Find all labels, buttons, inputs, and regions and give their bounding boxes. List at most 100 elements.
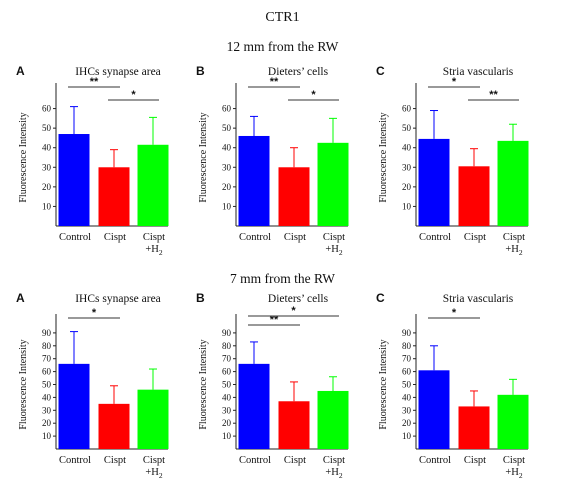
chart-r0-a-significance-label-1: *: [131, 89, 136, 101]
chart-r1-b-y-tick-label: 90: [222, 328, 232, 338]
chart-r1-a-panel-letter: A: [16, 291, 25, 305]
chart-r0-a-y-tick-label: 50: [42, 123, 52, 133]
chart-r0-a-y-tick-label: 40: [42, 143, 52, 153]
chart-r1-a-y-tick-label: 90: [42, 328, 52, 338]
chart-r1-c-y-tick-label: 80: [402, 341, 412, 351]
chart-r1-b-significance-label-0: **: [270, 314, 279, 326]
chart-r1-a-y-tick-label: 30: [42, 405, 52, 415]
chart-r1-a-x-tick-label-2: Cispt +H2: [143, 455, 165, 480]
chart-r1-c-y-tick-label: 10: [402, 431, 412, 441]
chart-r0-b-y-tick-label: 50: [222, 123, 232, 133]
chart-r0-b-x-tick-label-2: Cispt +H2: [323, 232, 345, 257]
chart-r1-c-y-tick-label: 60: [402, 367, 412, 377]
chart-r1-c-title: Stria vascularis: [443, 293, 514, 305]
chart-r0-c-significance-label-1: **: [489, 89, 498, 101]
chart-r1-a-y-tick-label: 60: [42, 367, 52, 377]
chart-r1-c-bar-0: [418, 370, 450, 449]
chart-r0-b-y-axis-label: Fluorescence Intensity: [198, 112, 209, 202]
chart-r0-b-bar-2: [317, 142, 349, 226]
chart-r0-c-title: Stria vascularis: [443, 66, 514, 78]
chart-r0-c-panel-letter: C: [376, 64, 385, 78]
chart-r1-b-y-tick-label: 80: [222, 341, 232, 351]
chart-r1-c-y-tick-label: 40: [402, 392, 412, 402]
chart-r1-a-y-tick-label: 20: [42, 418, 52, 428]
chart-r1-b-x-tick-label-1: Cispt: [284, 455, 306, 466]
chart-r1-c-x-tick-label-2: Cispt +H2: [503, 455, 525, 480]
chart-r0-a-y-tick-label: 30: [42, 162, 52, 172]
chart-r0-b-title: Dieters’ cells: [268, 66, 329, 78]
chart-r0-b-bar-1: [278, 167, 310, 226]
chart-r0-a-y-tick-label: 10: [42, 201, 52, 211]
chart-r0-a-x-tick-label-0: Control: [59, 232, 91, 243]
row-title-bottom: 7 mm from the RW: [230, 271, 335, 286]
chart-r0-a-y-axis-label: Fluorescence Intensity: [18, 112, 29, 202]
chart-r0-c-y-axis-label: Fluorescence Intensity: [378, 112, 389, 202]
chart-r1-c-y-tick-label: 30: [402, 405, 412, 415]
chart-r1-b-panel-letter: B: [196, 291, 205, 305]
row-title-top: 12 mm from the RW: [226, 39, 339, 54]
chart-r1-c-bar-1: [458, 406, 490, 449]
chart-r0-c-y-tick-label: 40: [402, 143, 412, 153]
chart-r1-a-x-tick-label-0: Control: [59, 455, 91, 466]
chart-r0-b-x-tick-label-1: Cispt: [284, 232, 306, 243]
chart-r1-b-x-tick-label-2: Cispt +H2: [323, 455, 345, 480]
chart-r0-c-y-tick-label: 60: [402, 104, 412, 114]
chart-r1-b-x-tick-label-0: Control: [239, 455, 271, 466]
chart-r0-a-significance-label-0: **: [90, 76, 99, 88]
chart-r0-a-x-tick-label-1: Cispt: [104, 232, 126, 243]
chart-r0-b-panel-letter: B: [196, 64, 205, 78]
chart-r1-b-y-tick-label: 20: [222, 418, 232, 428]
chart-r1-a-bar-1: [98, 403, 130, 449]
chart-r1-b-significance-label-1: *: [291, 305, 296, 317]
chart-r0-b-y-tick-label: 60: [222, 104, 232, 114]
chart-r1-a-title: IHCs synapse area: [75, 293, 161, 305]
chart-r0-a-bar-2: [137, 144, 169, 226]
chart-r1-c-y-tick-label: 50: [402, 380, 412, 390]
chart-r0-b-y-tick-label: 40: [222, 143, 232, 153]
chart-r1-a-x-tick-label-1: Cispt: [104, 455, 126, 466]
chart-r0-c-bar-0: [418, 138, 450, 226]
chart-r1-c-x-tick-label-1: Cispt: [464, 455, 486, 466]
chart-r1-b-y-tick-label: 60: [222, 367, 232, 377]
chart-r1-c-y-tick-label: 70: [402, 354, 412, 364]
chart-r1-a-significance-label-0: *: [92, 307, 97, 319]
chart-r1-a-y-tick-label: 10: [42, 431, 52, 441]
chart-r1-a-y-axis-label: Fluorescence Intensity: [18, 339, 29, 429]
chart-r1-a-y-tick-label: 80: [42, 341, 52, 351]
chart-r1-c-y-tick-label: 20: [402, 418, 412, 428]
chart-r1-c-bar-2: [497, 394, 529, 449]
chart-r1-b-y-axis-label: Fluorescence Intensity: [198, 339, 209, 429]
chart-r1-c-y-axis-label: Fluorescence Intensity: [378, 339, 389, 429]
chart-r0-b-y-tick-label: 20: [222, 182, 232, 192]
chart-r1-b-y-tick-label: 50: [222, 380, 232, 390]
chart-r1-a-bar-2: [137, 389, 169, 449]
chart-r1-b-bar-2: [317, 390, 349, 449]
figure-title: CTR1: [265, 10, 300, 25]
chart-r0-a-bar-1: [98, 167, 130, 226]
chart-r0-a-title: IHCs synapse area: [75, 66, 161, 78]
chart-r0-c-y-tick-label: 20: [402, 182, 412, 192]
chart-r1-c-significance-label-0: *: [452, 307, 457, 319]
chart-r0-b-bar-0: [238, 135, 270, 226]
chart-r0-c-bar-1: [458, 166, 490, 226]
chart-r0-b-significance-label-1: *: [311, 89, 316, 101]
chart-r0-b-y-tick-label: 10: [222, 201, 232, 211]
chart-r1-b-y-tick-label: 30: [222, 405, 232, 415]
chart-r1-c-y-tick-label: 90: [402, 328, 412, 338]
chart-r0-c-y-tick-label: 50: [402, 123, 412, 133]
chart-r1-b-bar-0: [238, 363, 270, 449]
chart-r0-c-y-tick-label: 10: [402, 201, 412, 211]
chart-r1-a-y-tick-label: 50: [42, 380, 52, 390]
chart-r1-c-x-tick-label-0: Control: [419, 455, 451, 466]
chart-r0-a-y-tick-label: 60: [42, 104, 52, 114]
chart-r1-a-bar-0: [58, 363, 90, 449]
chart-r1-b-y-tick-label: 40: [222, 392, 232, 402]
chart-r0-c-x-tick-label-1: Cispt: [464, 232, 486, 243]
chart-r0-c-significance-label-0: *: [452, 76, 457, 88]
chart-r1-b-y-tick-label: 10: [222, 431, 232, 441]
chart-r0-c-x-tick-label-0: Control: [419, 232, 451, 243]
chart-r0-a-x-tick-label-2: Cispt +H2: [143, 232, 165, 257]
chart-r0-b-y-tick-label: 30: [222, 162, 232, 172]
chart-r0-a-panel-letter: A: [16, 64, 25, 78]
